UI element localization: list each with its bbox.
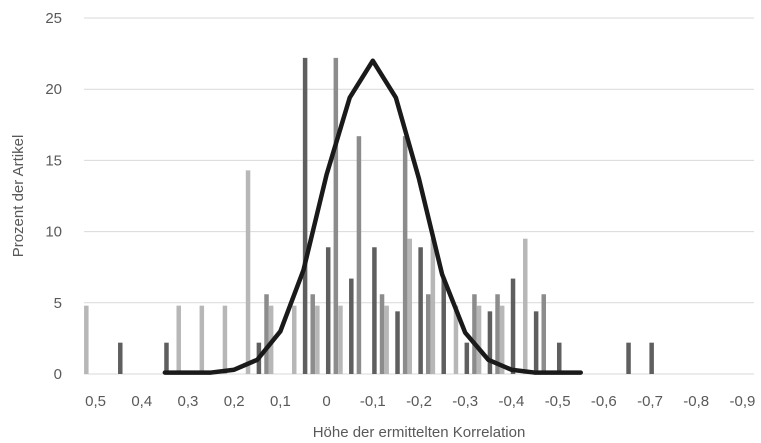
bar-s0-17 bbox=[476, 305, 482, 374]
bar-s0-13 bbox=[384, 305, 389, 374]
x-tick-label-4: 0,1 bbox=[270, 393, 291, 410]
curve-layer bbox=[162, 58, 583, 375]
curve-line-0 bbox=[162, 58, 583, 375]
bar-s1-23 bbox=[626, 342, 631, 374]
bar-s1-15 bbox=[441, 278, 446, 374]
bar-s1-10 bbox=[325, 247, 331, 374]
x-tick-label-3: 0,2 bbox=[224, 393, 245, 410]
bar-s1-1 bbox=[118, 342, 123, 374]
bar-s1-19 bbox=[533, 311, 539, 374]
x-tick-label-1: 0,4 bbox=[131, 393, 152, 410]
x-tick-label-8: -0,3 bbox=[452, 393, 478, 410]
bar-s0-11 bbox=[338, 305, 343, 374]
bar-s1-18 bbox=[510, 278, 516, 374]
y-tick-label-2: 10 bbox=[45, 224, 62, 241]
x-tick-label-13: -0,8 bbox=[683, 393, 709, 410]
bar-s2-12 bbox=[379, 294, 385, 374]
bar-s1-9 bbox=[302, 57, 308, 374]
bar-s2-17 bbox=[495, 294, 500, 374]
axes: 0 5 10 15 20 25 0,5 0,4 0,3 0,2 0,1 0 -0,1 -0,2 -0,3 -0… bbox=[45, 10, 755, 410]
bar-s0-6 bbox=[222, 305, 228, 374]
bars bbox=[84, 57, 654, 374]
y-axis-title: Prozent der Artikel bbox=[10, 135, 27, 258]
bar-s0-14 bbox=[407, 238, 413, 374]
gridlines bbox=[84, 17, 754, 375]
bar-s1-11 bbox=[349, 278, 354, 374]
bar-s1-17 bbox=[487, 311, 493, 374]
bar-s2-9 bbox=[310, 294, 315, 374]
x-tick-label-6: -0,1 bbox=[360, 393, 386, 410]
bar-s0-9 bbox=[291, 305, 297, 374]
y-tick-label-0: 0 bbox=[54, 366, 62, 383]
x-tick-label-9: -0,4 bbox=[498, 393, 524, 410]
bar-s1-13 bbox=[395, 311, 400, 374]
bar-s1-3 bbox=[164, 342, 169, 374]
bar-s0-5 bbox=[199, 305, 205, 374]
x-tick-label-11: -0,6 bbox=[591, 393, 617, 410]
bar-s2-10 bbox=[333, 57, 339, 374]
bar-s2-19 bbox=[541, 294, 547, 374]
bar-s2-16 bbox=[472, 294, 477, 374]
bar-s1-24 bbox=[649, 342, 654, 374]
x-tick-label-7: -0,2 bbox=[406, 393, 432, 410]
bar-s1-20 bbox=[556, 342, 562, 374]
bar-s2-13 bbox=[402, 136, 408, 374]
x-tick-label-0: 0,5 bbox=[85, 393, 106, 410]
x-tick-label-2: 0,3 bbox=[178, 393, 199, 410]
bar-s0-7 bbox=[245, 170, 251, 374]
bar-s1-14 bbox=[418, 247, 423, 374]
bar-s1-16 bbox=[464, 342, 470, 374]
y-tick-label-3: 15 bbox=[45, 152, 62, 169]
bar-s0-15 bbox=[430, 238, 436, 374]
x-axis-title: Höhe der ermittelten Korrelation bbox=[313, 424, 526, 441]
y-tick-label-1: 5 bbox=[54, 295, 62, 312]
bar-s0-18 bbox=[499, 305, 505, 374]
x-tick-label-10: -0,5 bbox=[545, 393, 571, 410]
bar-s2-11 bbox=[356, 136, 362, 374]
bar-s2-7 bbox=[264, 294, 269, 374]
x-tick-label-14: -0,9 bbox=[730, 393, 756, 410]
bar-s0-0 bbox=[84, 305, 89, 374]
x-tick-label-12: -0,7 bbox=[637, 393, 663, 410]
x-tick-label-5: 0 bbox=[322, 393, 330, 410]
bar-s2-14 bbox=[425, 294, 431, 374]
y-tick-label-4: 20 bbox=[45, 81, 62, 98]
bar-s0-10 bbox=[315, 305, 320, 374]
bar-s0-19 bbox=[523, 238, 528, 374]
bar-s1-12 bbox=[372, 247, 377, 374]
bar-s0-4 bbox=[176, 305, 181, 374]
y-tick-label-5: 25 bbox=[45, 10, 62, 27]
bar-s0-16 bbox=[453, 305, 459, 374]
